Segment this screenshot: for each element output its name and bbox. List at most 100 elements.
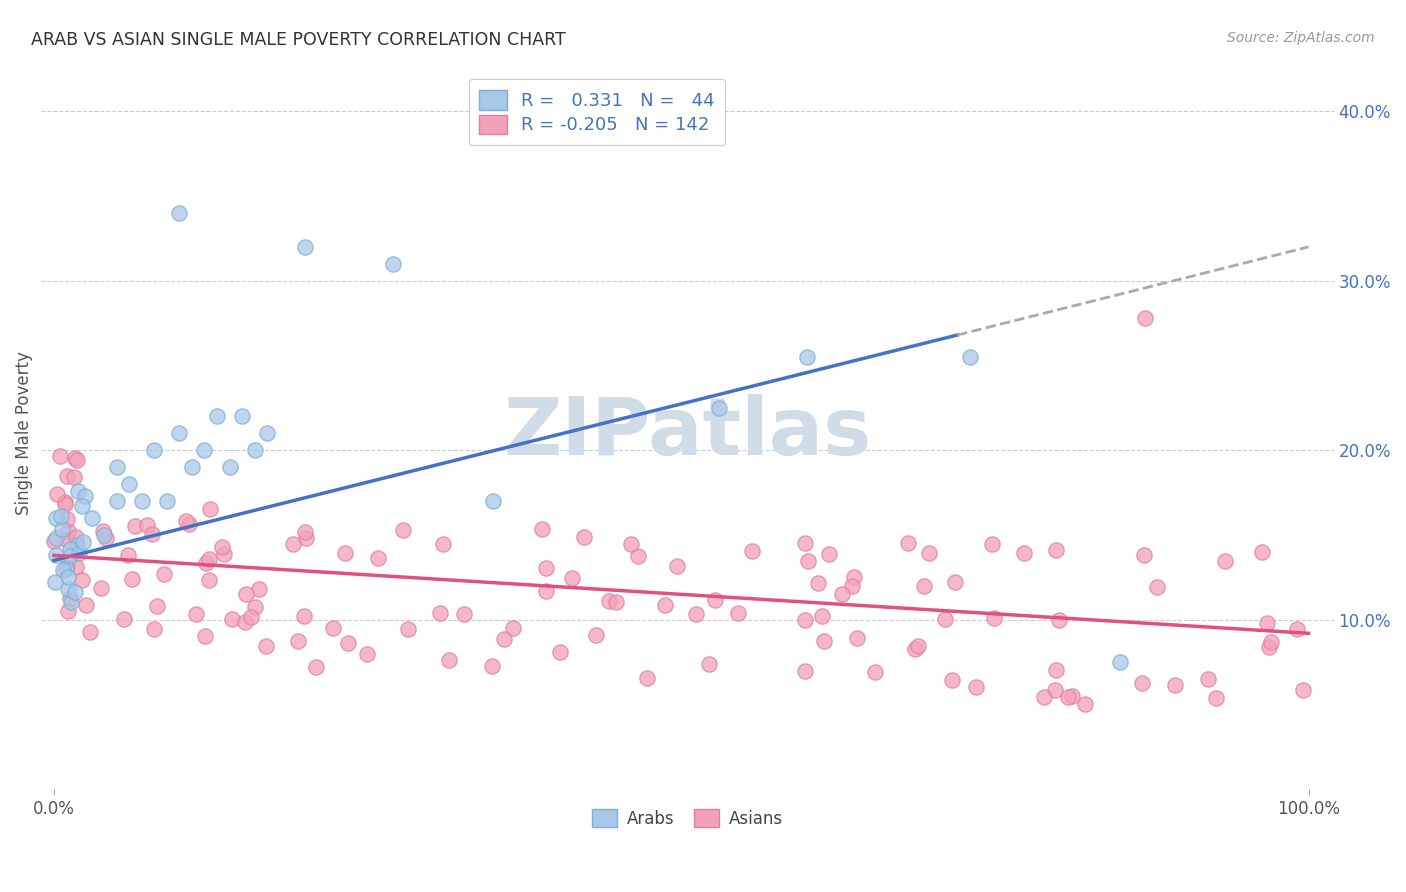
Point (531, 522, 554, 536)
Point (813, 634, 835, 648)
Point (45, 548, 67, 562)
Point (1292, 682, 1315, 697)
Point (1045, 682, 1067, 697)
Point (727, 606, 749, 620)
Point (73, 490, 96, 504)
Point (65, 560, 87, 574)
Point (59, 541, 82, 556)
Point (59, 591, 82, 605)
Point (44, 575, 66, 590)
Point (494, 632, 516, 647)
Point (66, 452, 89, 467)
Point (177, 517, 200, 532)
Point (62, 470, 84, 484)
Point (794, 536, 817, 550)
Point (59, 595, 82, 609)
Point (56, 524, 79, 538)
Point (281, 537, 304, 551)
Point (45, 532, 67, 546)
Point (131, 494, 153, 508)
Point (818, 547, 841, 561)
Point (1256, 615, 1278, 630)
Point (934, 612, 956, 626)
Point (121, 572, 143, 586)
Point (58, 549, 80, 564)
Point (437, 653, 460, 667)
Point (118, 477, 141, 491)
Point (184, 607, 207, 621)
Point (831, 587, 853, 601)
Point (143, 622, 166, 636)
Point (124, 519, 146, 533)
Point (143, 443, 166, 458)
Point (1197, 672, 1219, 686)
Point (1045, 663, 1067, 677)
Point (904, 641, 927, 656)
Point (58, 604, 80, 618)
Point (912, 579, 935, 593)
Point (841, 579, 863, 593)
Point (56, 570, 79, 584)
Point (194, 556, 217, 570)
Point (63, 450, 86, 465)
Point (983, 610, 1005, 624)
Text: ARAB VS ASIAN SINGLE MALE POVERTY CORRELATION CHART: ARAB VS ASIAN SINGLE MALE POVERTY CORREL… (31, 31, 565, 49)
Point (135, 518, 157, 533)
Point (534, 584, 557, 599)
Point (153, 566, 176, 581)
Point (697, 657, 720, 671)
Point (221, 612, 243, 626)
Point (793, 613, 815, 627)
Point (105, 460, 128, 475)
Point (941, 673, 963, 688)
Point (534, 561, 557, 575)
Point (943, 574, 966, 589)
Point (959, 350, 981, 364)
Point (56, 533, 79, 547)
Point (1163, 678, 1185, 692)
Point (1060, 689, 1083, 703)
Point (56, 582, 79, 596)
Point (67, 483, 90, 498)
Point (93, 528, 115, 542)
Point (51, 522, 73, 536)
Point (1073, 697, 1095, 711)
Point (79, 625, 101, 640)
Point (141, 526, 163, 541)
Legend: Arabs, Asians: Arabs, Asians (585, 802, 790, 834)
Point (55, 497, 77, 511)
Point (666, 559, 689, 574)
Point (245, 599, 267, 614)
Point (65, 538, 87, 552)
Point (105, 494, 128, 508)
Point (811, 608, 834, 623)
Point (72, 535, 94, 549)
Point (72, 573, 94, 587)
Point (482, 494, 505, 508)
Point (917, 546, 939, 560)
Point (367, 551, 389, 566)
Point (239, 609, 262, 624)
Point (796, 350, 818, 364)
Point (231, 409, 253, 424)
Point (117, 549, 139, 563)
Point (965, 681, 987, 695)
Point (1057, 690, 1080, 704)
Point (63, 585, 86, 599)
Point (453, 607, 475, 622)
Point (198, 502, 221, 516)
Point (112, 612, 135, 626)
Point (337, 636, 360, 650)
Point (1109, 655, 1132, 669)
Point (75, 599, 97, 613)
Point (548, 645, 571, 659)
Point (481, 659, 503, 673)
Point (247, 582, 270, 596)
Point (1257, 640, 1279, 654)
Point (80, 511, 103, 525)
Point (294, 532, 316, 546)
Point (627, 549, 650, 563)
Point (396, 622, 419, 636)
Point (685, 607, 707, 621)
Point (846, 631, 869, 645)
